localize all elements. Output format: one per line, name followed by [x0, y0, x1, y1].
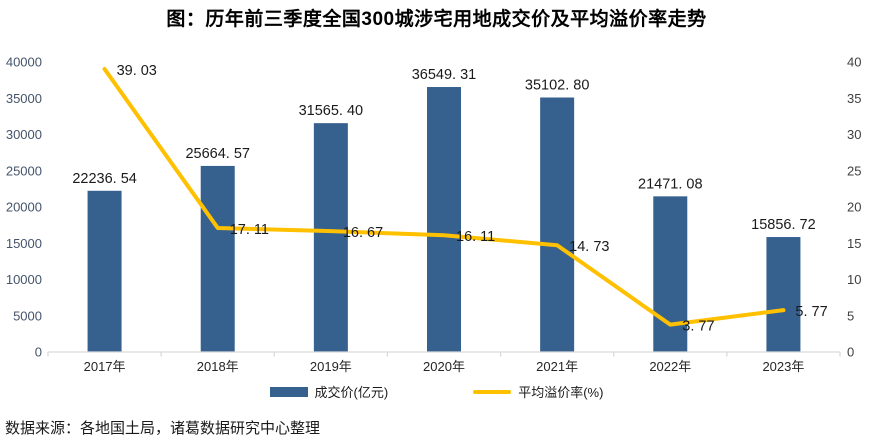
line-series-swatch-icon	[473, 389, 512, 394]
left-axis-tick-label: 30000	[6, 127, 42, 142]
line-value-label: 17. 11	[230, 222, 269, 238]
legend-item-line-series: 平均溢价率(%)	[473, 382, 603, 401]
bar-value-label: 15856. 72	[751, 217, 816, 233]
right-axis-tick-label: 15	[847, 236, 861, 251]
legend: 成交价(亿元) 平均溢价率(%)	[0, 382, 873, 401]
bar	[427, 87, 461, 352]
source-note: 数据来源：各地国土局，诸葛数据研究中心整理	[5, 420, 321, 437]
x-axis-category-label: 2023年	[762, 359, 804, 374]
left-axis-tick-label: 0	[35, 345, 42, 360]
bar	[87, 190, 122, 352]
line-value-label: 16. 67	[343, 225, 383, 241]
left-axis-tick-label: 40000	[6, 55, 42, 70]
bar-series-swatch-icon	[269, 386, 308, 397]
line-value-label: 39. 03	[117, 63, 157, 79]
legend-label-bar-series: 成交价(亿元)	[314, 385, 389, 400]
x-axis-category-label: 2019年	[310, 359, 352, 374]
line-value-label: 16. 11	[456, 229, 495, 245]
left-axis-tick-label: 35000	[6, 91, 42, 106]
line-value-label: 5. 77	[795, 304, 827, 320]
left-axis-tick-label: 25000	[6, 163, 42, 178]
x-axis-category-label: 2018年	[197, 359, 239, 374]
x-axis-category-label: 2017年	[84, 359, 126, 374]
bar	[313, 123, 348, 352]
right-axis-tick-label: 10	[847, 272, 861, 287]
bar	[766, 237, 801, 352]
bar-value-label: 31565. 40	[299, 103, 364, 119]
x-axis-category-label: 2021年	[536, 359, 578, 374]
right-axis-tick-label: 20	[847, 200, 861, 215]
bar-value-label: 21471. 08	[638, 176, 703, 192]
bar-value-label: 35102. 80	[525, 78, 590, 94]
right-axis-tick-label: 35	[847, 91, 861, 106]
left-axis-tick-label: 5000	[13, 308, 42, 323]
bar-value-label: 22236. 54	[72, 171, 137, 187]
right-axis-tick-label: 30	[847, 127, 861, 142]
right-axis-tick-label: 40	[847, 55, 861, 70]
x-axis-category-label: 2022年	[649, 359, 691, 374]
left-axis-tick-label: 10000	[6, 272, 42, 287]
left-axis-tick-label: 15000	[6, 236, 42, 251]
bar-value-label: 25664. 57	[185, 146, 250, 162]
right-axis-tick-label: 0	[847, 345, 854, 360]
line-value-label: 14. 73	[569, 239, 609, 255]
premium-rate-line	[102, 67, 786, 327]
bar	[540, 97, 575, 352]
legend-label-line-series: 平均溢价率(%)	[518, 385, 604, 400]
bar	[200, 165, 235, 352]
x-axis-category-label: 2020年	[423, 359, 465, 374]
legend-item-bar-series: 成交价(亿元)	[269, 382, 389, 401]
left-axis-tick-label: 20000	[6, 200, 42, 215]
bar-value-label: 36549. 31	[412, 67, 477, 83]
chart-title: 图：历年前三季度全国300城涉宅用地成交价及平均溢价率走势	[166, 9, 707, 30]
right-axis-tick-label: 25	[847, 163, 861, 178]
line-value-label: 3. 77	[682, 319, 714, 335]
right-axis-tick-label: 5	[847, 308, 854, 323]
